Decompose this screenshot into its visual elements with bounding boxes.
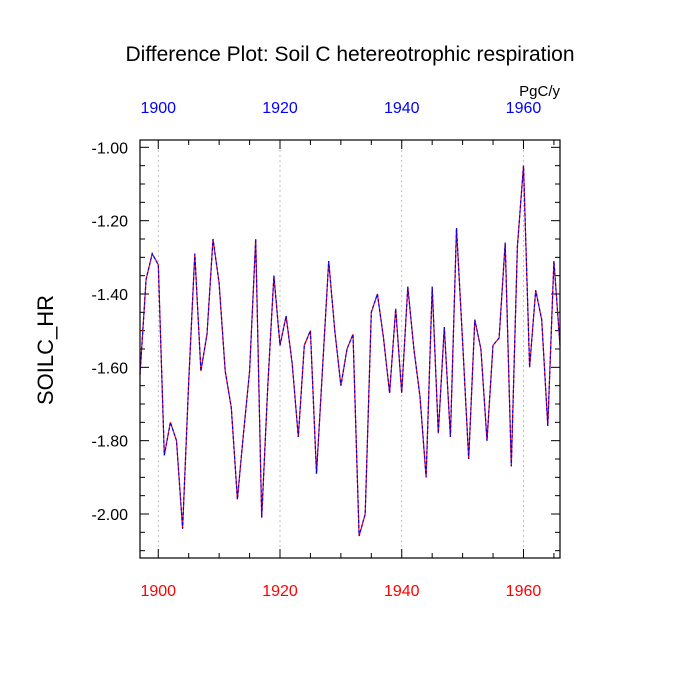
y-tick-label: -1.80 xyxy=(92,434,129,451)
series-line-blue xyxy=(139,165,561,537)
grid-lines xyxy=(157,140,524,558)
y-tick-label: -1.60 xyxy=(92,360,129,377)
y-axis-label: SOILC_HR xyxy=(33,295,58,405)
x-tick-label-top: 1900 xyxy=(140,100,176,117)
x-tick-label-bottom: 1920 xyxy=(262,583,298,600)
x-tick-label-bottom: 1900 xyxy=(140,583,176,600)
y-tick-label: -2.00 xyxy=(92,507,129,524)
x-tick-label-bottom: 1940 xyxy=(384,583,420,600)
y-tick-label: -1.20 xyxy=(92,214,129,231)
units-label: PgC/y xyxy=(519,83,560,100)
chart-title: Difference Plot: Soil C hetereotrophic r… xyxy=(125,43,574,66)
x-tick-label-top: 1960 xyxy=(506,100,542,117)
y-tick-label: -1.40 xyxy=(92,287,129,304)
axis-ticks xyxy=(140,140,560,558)
series-line-red xyxy=(139,165,561,537)
plot-frame xyxy=(139,139,561,559)
x-tick-label-top: 1920 xyxy=(262,100,298,117)
x-tick-label-bottom: 1960 xyxy=(506,583,542,600)
tick-labels: 1900 1900 1920 1920 1940 1940 1960 1960 -2.00 -1.… xyxy=(92,100,542,600)
series-lines xyxy=(139,165,561,537)
x-tick-label-top: 1940 xyxy=(384,100,420,117)
y-tick-label: -1.00 xyxy=(92,140,129,157)
